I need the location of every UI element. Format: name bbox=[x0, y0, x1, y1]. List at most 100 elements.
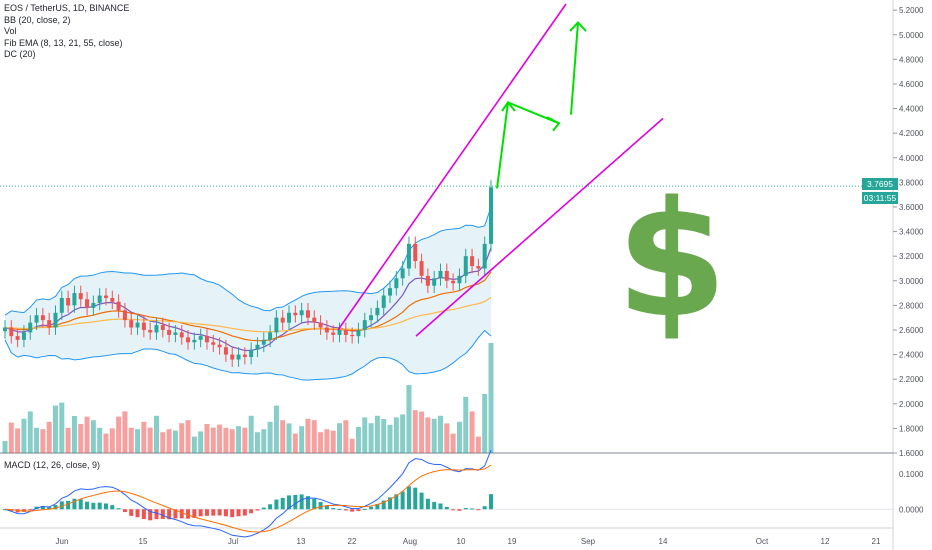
y-tick-label: 4.0000 bbox=[899, 154, 924, 163]
volume-bar bbox=[97, 427, 103, 453]
candle-body bbox=[103, 295, 108, 299]
macd-histogram-bar bbox=[186, 509, 191, 519]
candle-body bbox=[28, 322, 33, 333]
legend-fib[interactable]: Fib EMA (8, 13, 21, 55, close) bbox=[4, 37, 123, 48]
candle-body bbox=[293, 312, 298, 316]
volume-bar bbox=[362, 417, 368, 453]
candle-body bbox=[255, 344, 260, 350]
candle-body bbox=[204, 336, 209, 343]
bb-lower-line bbox=[4, 329, 492, 381]
macd-y-tick-label: 0.0000 bbox=[899, 505, 924, 514]
volume-bar bbox=[349, 438, 355, 453]
volume-bar bbox=[280, 420, 286, 453]
macd-histogram-bar bbox=[312, 498, 317, 510]
macd-histogram-bar bbox=[129, 509, 134, 516]
volume-bar bbox=[450, 433, 456, 453]
volume-bar bbox=[147, 427, 153, 453]
candle-body bbox=[167, 329, 172, 335]
volume-bar bbox=[204, 424, 210, 453]
macd-histogram-bar bbox=[85, 501, 90, 510]
macd-histogram-bar bbox=[160, 509, 165, 519]
macd-histogram-bar bbox=[337, 508, 342, 510]
macd-histogram-bar bbox=[261, 507, 266, 510]
volume-bar bbox=[179, 423, 185, 453]
dollar-sign-annotation[interactable]: $ bbox=[616, 166, 728, 353]
candle-body bbox=[34, 315, 39, 323]
macd-histogram-bar bbox=[388, 497, 393, 510]
macd-histogram-bar bbox=[21, 509, 26, 512]
y-tick-label: 3.2000 bbox=[899, 252, 924, 261]
volume-bar bbox=[355, 427, 361, 453]
macd-histogram-bar bbox=[457, 509, 462, 511]
arrow-head bbox=[546, 116, 561, 132]
volume-bar bbox=[419, 411, 425, 453]
macd-histogram-bar bbox=[324, 505, 329, 510]
volume-bar bbox=[46, 421, 52, 453]
candle-body bbox=[66, 298, 71, 306]
volume-bar bbox=[318, 432, 324, 453]
candle-body bbox=[489, 187, 493, 244]
volume-bar bbox=[90, 420, 96, 453]
volume-bar bbox=[223, 427, 229, 453]
volume-bar bbox=[15, 428, 21, 453]
arrow-leg-3 bbox=[570, 22, 579, 115]
candle-body bbox=[47, 320, 52, 328]
candle-body bbox=[425, 275, 430, 286]
macd-histogram-bar bbox=[53, 505, 58, 510]
macd-legend[interactable]: MACD (12, 26, close, 9) bbox=[4, 460, 101, 470]
legend-symbol[interactable]: EOS / TetherUS, 1D, BINANCE bbox=[4, 3, 130, 13]
macd-histogram-bar bbox=[236, 509, 241, 517]
volume-bar bbox=[84, 416, 90, 453]
volume-bar bbox=[153, 415, 159, 453]
x-tick-label: 14 bbox=[659, 537, 668, 546]
volume-bar bbox=[343, 420, 349, 453]
macd-histogram-bar bbox=[122, 509, 127, 513]
x-tick-label: 13 bbox=[297, 537, 306, 546]
volume-bar bbox=[393, 417, 399, 453]
arrow-head bbox=[569, 20, 587, 32]
candle-body bbox=[432, 278, 437, 286]
y-tick-label: 4.8000 bbox=[899, 55, 924, 64]
x-tick-label: 21 bbox=[872, 537, 881, 546]
macd-histogram-bar bbox=[72, 498, 77, 510]
candle-body bbox=[369, 315, 374, 321]
y-tick-label: 3.6000 bbox=[899, 203, 924, 212]
y-tick-label: 2.0000 bbox=[899, 400, 924, 409]
candle-body bbox=[343, 329, 348, 335]
macd-histogram-bar bbox=[179, 509, 184, 519]
macd-histogram-bar bbox=[173, 509, 178, 519]
volume-bar bbox=[229, 429, 235, 453]
y-tick-label: 1.6000 bbox=[899, 449, 924, 458]
macd-histogram-bar bbox=[255, 509, 260, 511]
volume-bar bbox=[400, 414, 406, 453]
macd-histogram-bar bbox=[47, 507, 52, 510]
legend-vol[interactable]: Vol bbox=[4, 26, 17, 36]
candle-body bbox=[274, 317, 279, 333]
candle-body bbox=[476, 266, 481, 269]
macd-histogram-bar bbox=[242, 509, 247, 516]
candle-body bbox=[173, 332, 178, 335]
candle-body bbox=[141, 322, 146, 330]
last-price-badge: 3.7695 bbox=[862, 178, 898, 190]
macd-y-tick-label: 0.1000 bbox=[899, 470, 924, 479]
volume-bar bbox=[261, 429, 267, 453]
candle-body bbox=[198, 336, 203, 340]
macd-line bbox=[4, 449, 492, 538]
macd-histogram-bar bbox=[103, 503, 108, 510]
candle-body bbox=[72, 293, 77, 306]
legend-dc[interactable]: DC (20) bbox=[4, 49, 36, 59]
volume-bar bbox=[52, 405, 58, 453]
bb-band-fill bbox=[5, 206, 491, 381]
macd-histogram-bar bbox=[116, 508, 121, 510]
volume-bar bbox=[381, 419, 387, 453]
macd-histogram-bar bbox=[381, 500, 386, 510]
candle-body bbox=[85, 299, 90, 308]
volume-bar bbox=[387, 424, 393, 453]
volume-bar bbox=[337, 423, 343, 453]
candle-body bbox=[110, 298, 115, 302]
macd-histogram-bar bbox=[217, 509, 222, 516]
macd-histogram-bar bbox=[280, 497, 285, 510]
legend-bb[interactable]: BB (20, close, 2) bbox=[4, 14, 71, 25]
candle-body bbox=[59, 298, 64, 313]
